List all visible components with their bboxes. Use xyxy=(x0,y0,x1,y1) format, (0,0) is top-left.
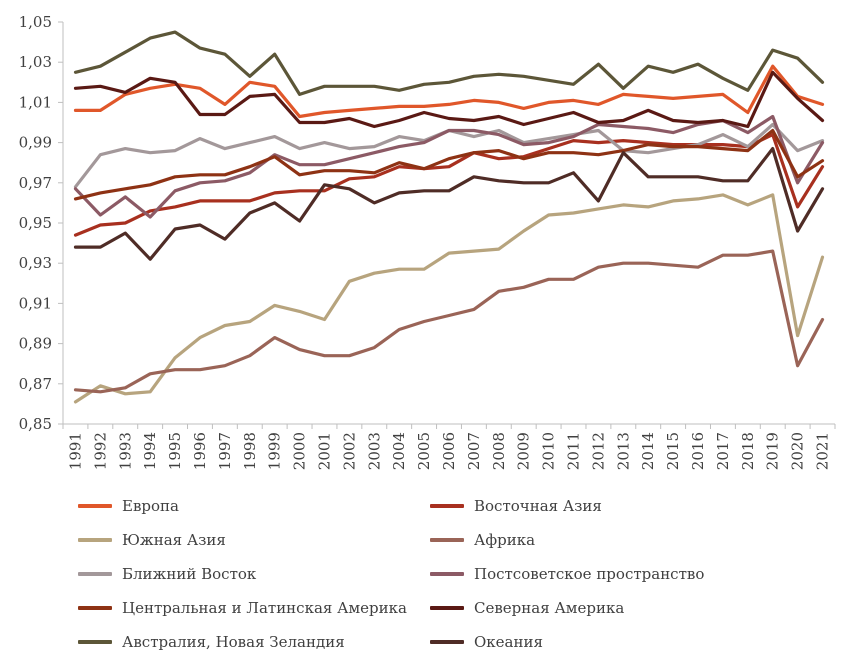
legend-item: Океания xyxy=(430,632,543,652)
x-tick-label: 2011 xyxy=(565,432,583,470)
series-line-10 xyxy=(73,147,825,261)
legend-item: Центральная и Латинская Америка xyxy=(78,598,407,618)
x-tick-label: 1996 xyxy=(191,432,209,470)
series-line-7 xyxy=(73,128,825,201)
legend-swatch xyxy=(430,640,464,644)
x-tick-label: 2003 xyxy=(365,432,383,470)
legend-swatch xyxy=(78,640,112,644)
x-tick-label: 2019 xyxy=(764,432,782,470)
x-tick-label: 2014 xyxy=(639,432,657,470)
y-tick-label: 0,85 xyxy=(19,415,52,433)
legend-item: Южная Азия xyxy=(78,530,226,550)
x-tick-label: 2010 xyxy=(540,432,558,470)
series-line-6 xyxy=(73,114,825,219)
x-tick-label: 1998 xyxy=(241,432,259,470)
series-line-1 xyxy=(73,64,825,119)
legend-label: Океания xyxy=(474,633,543,651)
x-tick-label: 1994 xyxy=(141,432,159,470)
legend-swatch xyxy=(78,572,112,576)
x-tick-label: 2018 xyxy=(739,432,757,470)
legend-item: Северная Америка xyxy=(430,598,624,618)
y-tick-label: 0,91 xyxy=(19,294,52,312)
legend-label: Постсоветское пространство xyxy=(474,565,705,583)
x-tick-label: 1999 xyxy=(266,432,284,470)
legend-item: Постсоветское пространство xyxy=(430,564,704,584)
y-tick-label: 0,95 xyxy=(19,214,52,232)
x-tick-label: 1997 xyxy=(216,432,234,470)
legend-swatch xyxy=(78,606,112,610)
x-tick-label: 2021 xyxy=(814,432,832,470)
series-line-3 xyxy=(73,193,825,404)
legend-label: Восточная Азия xyxy=(474,497,602,515)
y-tick-label: 1,03 xyxy=(19,53,52,71)
legend-item: Австралия, Новая Зеландия xyxy=(78,632,345,652)
legend-item: Восточная Азия xyxy=(430,496,602,516)
legend-label: Центральная и Латинская Америка xyxy=(122,599,407,617)
legend-label: Южная Азия xyxy=(122,531,226,549)
x-tick-label: 1992 xyxy=(91,432,109,470)
x-tick-label: 1993 xyxy=(116,432,134,470)
y-tick-label: 0,97 xyxy=(19,174,52,192)
series-line-9 xyxy=(73,30,825,97)
legend-swatch xyxy=(430,538,464,542)
legend-label: Австралия, Новая Зеландия xyxy=(122,633,345,651)
legend-item: Ближний Восток xyxy=(78,564,256,584)
legend-item: Европа xyxy=(78,496,179,516)
y-tick-label: 0,99 xyxy=(19,134,52,152)
x-tick-label: 2015 xyxy=(664,432,682,470)
x-tick-label: 2016 xyxy=(689,432,707,470)
legend-label: Северная Америка xyxy=(474,599,625,617)
x-tick-label: 2020 xyxy=(789,432,807,470)
x-tick-label: 2004 xyxy=(390,432,408,470)
legend-swatch xyxy=(430,572,464,576)
x-tick-label: 2005 xyxy=(415,432,433,470)
legend-label: Африка xyxy=(474,531,536,549)
x-tick-label: 2000 xyxy=(291,432,309,470)
x-tick-label: 2008 xyxy=(490,432,508,470)
x-tick-label: 1995 xyxy=(166,432,184,470)
series-line-2 xyxy=(73,133,825,237)
x-tick-label: 2012 xyxy=(589,432,607,470)
legend-label: Ближний Восток xyxy=(122,565,257,583)
y-tick-label: 1,01 xyxy=(19,93,52,111)
x-tick-label: 1991 xyxy=(66,432,84,470)
legend-item: Африка xyxy=(430,530,535,550)
y-tick-label: 1,05 xyxy=(19,13,52,31)
legend-swatch xyxy=(78,504,112,508)
series-line-8 xyxy=(73,70,825,129)
x-tick-label: 2006 xyxy=(440,432,458,470)
legend-swatch xyxy=(78,538,112,542)
legend-label: Европа xyxy=(122,497,179,515)
x-tick-label: 2001 xyxy=(315,432,333,470)
y-tick-label: 0,87 xyxy=(19,375,52,393)
chart-legend: Европа Восточная Азия Южная Азия Африка Ближ… xyxy=(78,490,838,660)
legend-swatch xyxy=(430,606,464,610)
y-tick-label: 0,89 xyxy=(19,335,52,353)
y-tick-label: 0,93 xyxy=(19,254,52,272)
x-tick-label: 2013 xyxy=(614,432,632,470)
x-tick-label: 2017 xyxy=(714,432,732,470)
x-tick-label: 2007 xyxy=(465,432,483,470)
x-tick-label: 2009 xyxy=(515,432,533,470)
series-line-4 xyxy=(73,249,825,394)
x-tick-label: 2002 xyxy=(340,432,358,470)
legend-swatch xyxy=(430,504,464,508)
